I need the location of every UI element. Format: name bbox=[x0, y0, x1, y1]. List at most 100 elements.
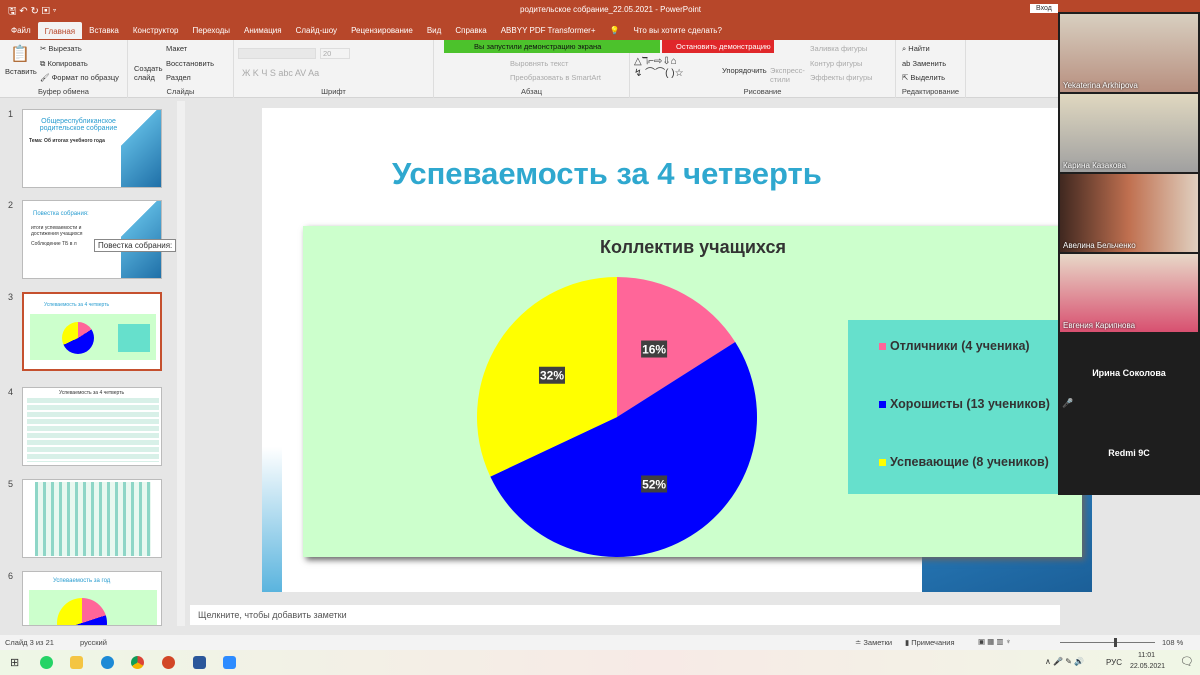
thumb-title: Общереспубликанское родительское собрани… bbox=[39, 118, 118, 132]
reset-button[interactable]: Восстановить bbox=[166, 59, 215, 68]
copy-button[interactable]: ⧉ Копировать bbox=[40, 59, 88, 68]
view-buttons[interactable]: ▣ ▦ ▥ ♆ bbox=[978, 637, 1012, 646]
tell-me-input[interactable]: Что вы хотите сделать? bbox=[633, 25, 722, 35]
arrange-button[interactable]: Упорядочить bbox=[722, 66, 767, 75]
participant-tile[interactable]: Yekaterina Arkhipova bbox=[1060, 14, 1198, 92]
sign-in-button[interactable]: Вход bbox=[1030, 4, 1058, 13]
zoom-slider[interactable] bbox=[1060, 638, 1155, 647]
slide-thumbnail-4[interactable]: Успеваемость за 4 четверть bbox=[22, 387, 162, 466]
chrome-icon[interactable] bbox=[131, 656, 144, 669]
legend-entry: Хорошисты (13 учеников) bbox=[890, 397, 1050, 411]
pie-slice bbox=[617, 277, 736, 417]
thumb-title: Повестка собрания: bbox=[33, 211, 89, 217]
word-icon[interactable] bbox=[193, 656, 206, 669]
shapes-gallery[interactable]: △ℸ⌐⇨⇩⌂ ↯ ⌒⌒( )☆ bbox=[634, 56, 684, 79]
font-size-dropdown[interactable]: 20 bbox=[320, 48, 350, 59]
tab-help[interactable]: Справка bbox=[455, 25, 487, 35]
tab-view[interactable]: Вид bbox=[426, 25, 442, 35]
clipboard-label: Буфер обмена bbox=[38, 87, 89, 96]
section-button[interactable]: Раздел bbox=[166, 73, 191, 82]
tab-design[interactable]: Конструктор bbox=[132, 25, 179, 35]
notes-placeholder: Щелкните, чтобы добавить заметки bbox=[198, 610, 347, 620]
tray-icons[interactable]: ∧ 🎤 ✎ 🔊 bbox=[1045, 657, 1085, 666]
notes-pane[interactable]: Щелкните, чтобы добавить заметки bbox=[190, 605, 1060, 625]
pie-chart: Коллектив учащихся 16% 52% 32% Отличники (4 … bbox=[303, 226, 1082, 557]
data-label-box bbox=[538, 366, 565, 384]
thumbnails-scrollbar[interactable] bbox=[177, 101, 185, 626]
clock-date[interactable]: 22.05.2021 bbox=[1130, 663, 1166, 670]
participant-tile[interactable]: Авелина Бельченко bbox=[1060, 174, 1198, 252]
clock-time[interactable]: 11:01 bbox=[1138, 652, 1155, 659]
tab-animations[interactable]: Анимация bbox=[244, 25, 282, 35]
data-label-box bbox=[641, 340, 668, 358]
cut-button[interactable]: ✂ Вырезать bbox=[40, 44, 82, 53]
align-text-button[interactable]: Выровнять текст bbox=[510, 59, 569, 68]
font-name-dropdown[interactable] bbox=[238, 48, 316, 59]
tooltip: Повестка собрания: bbox=[94, 239, 177, 252]
participant-name: Авелина Бельченко bbox=[1063, 241, 1136, 250]
tab-abbyy[interactable]: ABBYY PDF Transformer+ bbox=[500, 25, 596, 35]
tab-file[interactable]: Файл bbox=[11, 25, 31, 35]
tab-slideshow[interactable]: Слайд-шоу bbox=[295, 25, 338, 35]
smartart-button[interactable]: Преобразовать в SmartArt bbox=[510, 73, 601, 82]
slide-thumbnail-6[interactable]: Успеваемость за год bbox=[22, 571, 162, 626]
ribbon-tabs: Файл Главная Вставка Конструктор Переход… bbox=[0, 20, 1200, 40]
clipboard-group: 📋 Вставить ✂ Вырезать ⧉ Копировать 🖌 Фор… bbox=[0, 40, 128, 98]
shape-outline-button[interactable]: Контур фигуры bbox=[810, 59, 863, 68]
thumb-number: 1 bbox=[8, 109, 14, 119]
participant-tile[interactable]: Карина Казакова bbox=[1060, 94, 1198, 172]
slide-counter: Слайд 3 из 21 bbox=[5, 638, 54, 647]
new-slide-button[interactable]: Создать слайд bbox=[134, 64, 163, 82]
slide-thumbnail-1[interactable]: Общереспубликанское родительское собрани… bbox=[22, 109, 162, 188]
participant-name: Yekaterina Arkhipova bbox=[1063, 81, 1138, 90]
tab-transitions[interactable]: Переходы bbox=[192, 25, 231, 35]
thumb-subtitle: Тема: Об итогах учебного года bbox=[29, 138, 105, 144]
stop-share-button[interactable]: Остановить демонстрацию bbox=[662, 40, 774, 53]
legend-swatch bbox=[879, 459, 886, 466]
font-format-buttons[interactable]: Ж K Ч S abc AV Aa bbox=[242, 68, 320, 78]
windows-start-icon[interactable]: ⊞ bbox=[10, 657, 20, 669]
tab-home[interactable]: Главная bbox=[37, 21, 83, 39]
language-indicator[interactable]: русский bbox=[80, 638, 107, 647]
comments-label: Примечания bbox=[911, 638, 955, 647]
find-label: Найти bbox=[908, 44, 930, 53]
font-label: Шрифт bbox=[321, 87, 346, 96]
layout-button[interactable]: Макет bbox=[166, 44, 188, 53]
zoom-level[interactable]: 108 % bbox=[1162, 638, 1184, 647]
legend-box bbox=[848, 320, 1082, 494]
notifications-icon[interactable]: 🗨 bbox=[1180, 656, 1194, 668]
shape-fill-button[interactable]: Заливка фигуры bbox=[810, 44, 868, 53]
slide-thumbnail-3[interactable]: Успеваемость за 4 четверть bbox=[22, 292, 162, 371]
quick-styles-button[interactable]: Экспресс-стили bbox=[770, 66, 805, 84]
thumb-number: 6 bbox=[8, 571, 14, 581]
stop-share-label: Остановить демонстрацию bbox=[676, 42, 771, 51]
notes-button[interactable]: ≐ Заметки bbox=[855, 638, 893, 647]
powerpoint-icon[interactable] bbox=[162, 656, 175, 669]
participant-tile[interactable]: Евгения Карипнова bbox=[1060, 254, 1198, 332]
format-painter-button[interactable]: 🖌 Формат по образцу bbox=[40, 73, 119, 82]
find-button[interactable]: ⌕ Найти bbox=[902, 44, 930, 53]
comments-button[interactable]: ▮ Примечания bbox=[905, 638, 955, 647]
participant-name[interactable]: Redmi 9C bbox=[1108, 448, 1150, 458]
keyboard-language[interactable]: РУС bbox=[1106, 658, 1123, 667]
edge-icon[interactable] bbox=[101, 656, 114, 669]
select-label: Выделить bbox=[910, 73, 945, 82]
chart[interactable]: Коллектив учащихся 16% 52% 32% Отличники (4 … bbox=[303, 226, 1082, 557]
paste-button[interactable]: Вставить bbox=[5, 67, 37, 76]
thumb-title: Успеваемость за 4 четверть bbox=[59, 390, 125, 396]
shape-effects-button[interactable]: Эффекты фигуры bbox=[810, 73, 873, 82]
window-title: родительское собрание_22.05.2021 - Power… bbox=[520, 5, 702, 14]
participant-name: Карина Казакова bbox=[1063, 161, 1126, 170]
tab-review[interactable]: Рецензирование bbox=[351, 25, 413, 35]
participant-name[interactable]: Ирина Соколова bbox=[1092, 368, 1166, 378]
participant-name: Евгения Карипнова bbox=[1063, 321, 1136, 330]
replace-button[interactable]: ab Заменить bbox=[902, 59, 947, 68]
thumb-bullet: итоги успеваемости и достижения учащихся bbox=[31, 225, 83, 237]
file-explorer-icon[interactable] bbox=[70, 656, 83, 669]
quick-access-toolbar[interactable]: 🖫 ↶ ↻ ▣ ▿ bbox=[8, 6, 57, 17]
whatsapp-icon[interactable] bbox=[40, 656, 53, 669]
select-button[interactable]: ⇱ Выделить bbox=[902, 73, 945, 82]
slide-thumbnail-5[interactable] bbox=[22, 479, 162, 558]
zoom-app-icon[interactable] bbox=[223, 656, 236, 669]
tab-insert[interactable]: Вставка bbox=[89, 25, 119, 35]
